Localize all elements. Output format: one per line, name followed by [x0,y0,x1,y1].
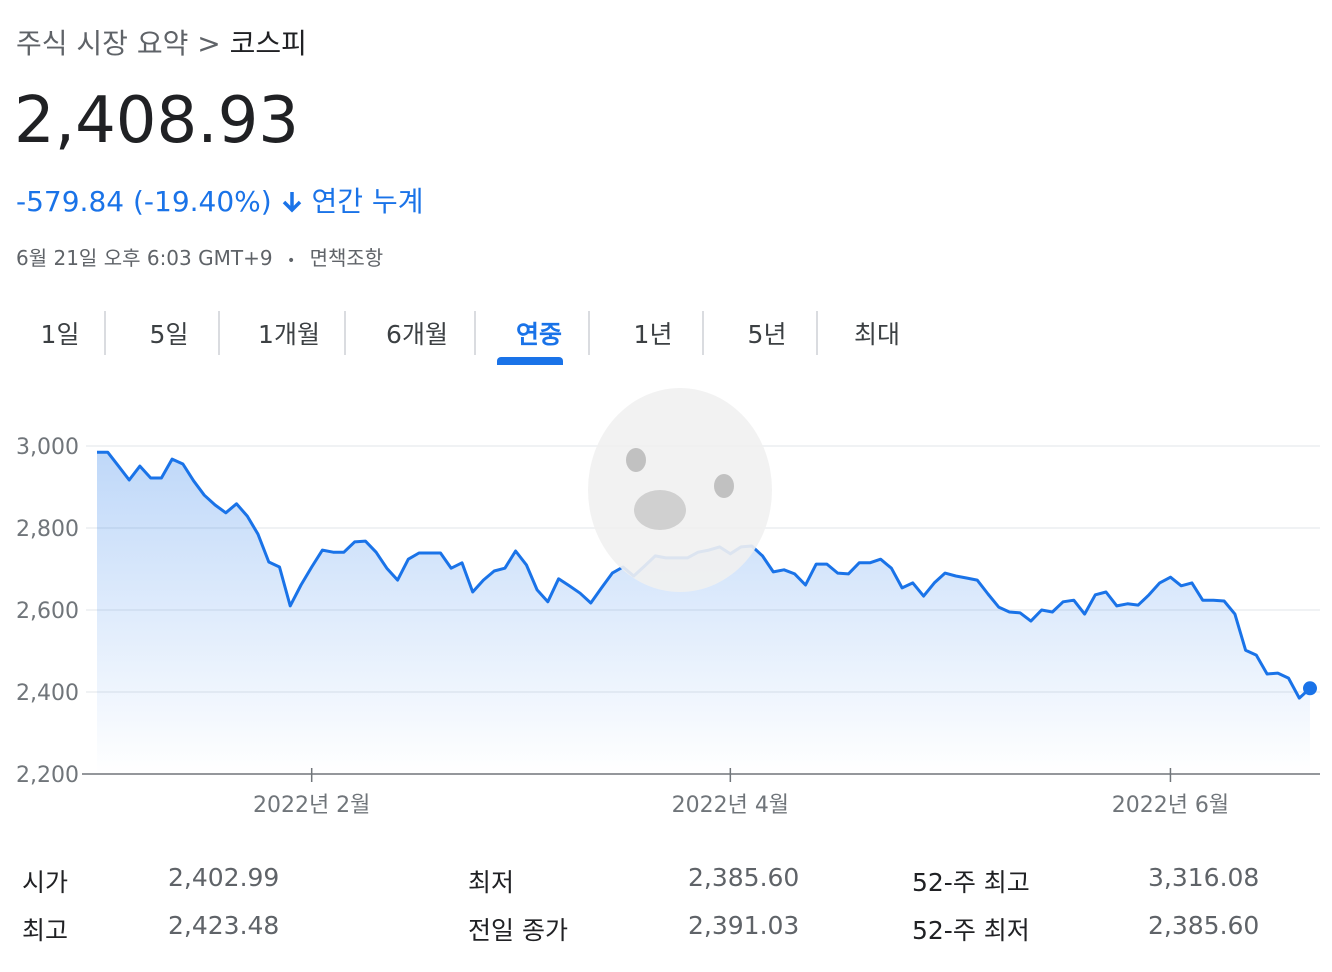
tab[interactable]: 1년 [633,320,673,349]
last-point [1303,681,1317,696]
stat-value: 3,316.08 [1148,863,1260,892]
stat-value: 2,385.60 [1148,911,1260,940]
timestamp: 6월 21일 오후 6:03 GMT+9 [16,246,273,270]
tab[interactable]: 1일 [40,320,80,349]
period: 연간 누계 [311,185,424,218]
breadcrumb: 주식 시장 요약 > 코스피 [16,22,307,62]
x-tick-label: 2022년 6월 [1112,793,1229,818]
y-tick-label: 2,400 [16,681,79,706]
breadcrumb-link[interactable]: 주식 시장 요약 [16,27,189,60]
tab-indicator [497,357,563,365]
stat-label: 전일 종가 [468,916,568,945]
y-tick-label: 2,600 [16,599,79,624]
stat-value: 2,385.60 [688,863,800,892]
tab-divider [816,311,818,355]
tab-bar: 1일 5일 1개월 6개월 연중 1년 5년 최대 [0,305,930,365]
y-tick-label: 2,200 [16,763,79,788]
breadcrumb-sep: > [197,27,221,60]
stat-label: 최저 [468,868,515,897]
tab-divider [588,311,590,355]
meta-row: 6월 21일 오후 6:03 GMT+9 • 면책조항 [16,242,383,271]
tab[interactable]: 연중 [515,320,562,349]
tab-divider [344,311,346,355]
disclaimer[interactable]: 면책조항 [309,246,384,270]
tab-divider [218,311,220,355]
chart: 2,200 2,400 2,600 2,800 3,000 2022년 2월 2022년 4… [16,388,1320,818]
change: -579.84 (-19.40%) [16,185,272,218]
stat-label: 52-주 최저 [912,916,1030,945]
tab[interactable]: 6개월 [386,320,448,349]
stat-label: 52-주 최고 [912,868,1030,897]
x-tick-label: 2022년 4월 [672,793,789,818]
tab[interactable]: 최대 [853,320,900,349]
tab[interactable]: 5일 [149,320,189,349]
tab-divider [104,311,106,355]
down-arrow [282,192,301,213]
separator: • [286,253,296,269]
area [97,452,1310,774]
tab-divider [702,311,704,355]
tab-divider [474,311,476,355]
stats-table: 시가 2,402.99 최저 2,385.60 52-주 최고 3,316.08 최고 2,4… [0,855,1332,955]
y-tick-label: 3,000 [16,435,79,460]
overlay-image [588,388,772,592]
y-tick-label: 2,800 [16,517,79,542]
stat-label: 최고 [22,916,69,945]
change-row: -579.84 (-19.40%) 연간 누계 [16,180,423,220]
tab[interactable]: 1개월 [258,320,320,349]
price: 2,408.93 [14,84,299,158]
stat-value: 2,402.99 [168,863,280,892]
stat-value: 2,391.03 [688,911,800,940]
stat-value: 2,423.48 [168,911,280,940]
tab[interactable]: 5년 [747,320,787,349]
breadcrumb-current: 코스피 [229,27,307,60]
stat-label: 시가 [22,868,69,897]
x-tick-label: 2022년 2월 [253,793,370,818]
